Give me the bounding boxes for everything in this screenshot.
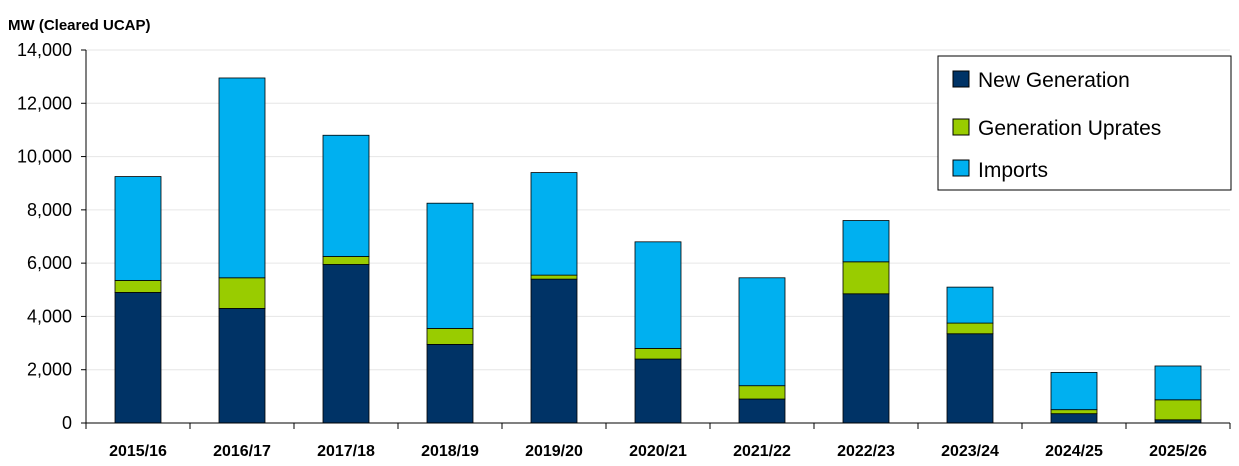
y-axis-title: MW (Cleared UCAP) [8, 17, 151, 34]
bar-generation-uprates-2020-21 [634, 347, 682, 360]
x-tick-label: 2024/25 [1045, 443, 1103, 460]
y-tick-label: 12,000 [17, 93, 72, 113]
bar-generation-uprates-2016-17 [218, 277, 266, 309]
x-axis-ticks: 2015/16 2016/17 2017/18 2018/19 2019/20 2020/… [85, 423, 1231, 460]
legend-box [937, 55, 1232, 191]
x-tick-label: 2025/26 [1149, 443, 1207, 460]
x-tick-label: 2020/21 [629, 443, 687, 460]
bar-new-generation-2016-17 [218, 308, 266, 424]
bar-imports-2018-19 [426, 202, 474, 329]
y-tick-label: 8,000 [27, 200, 72, 220]
legend: New Generation Generation Uprates Import… [937, 55, 1232, 191]
bar-generation-uprates-2015-16 [114, 280, 162, 293]
bar-imports-2024-25 [1050, 371, 1098, 411]
bar-new-generation-2019-20 [530, 278, 578, 424]
legend-swatch-generation-uprates [952, 118, 970, 136]
bar-imports-2022-23 [842, 220, 890, 263]
legend-swatch-imports [952, 159, 970, 177]
bar-generation-uprates-2019-20 [530, 274, 578, 280]
legend-swatch-new-generation [952, 70, 970, 88]
bar-new-generation-2015-16 [114, 292, 162, 424]
y-tick-label: 0 [62, 413, 72, 433]
legend-label-new-generation: New Generation [978, 69, 1130, 92]
bar-new-generation-2018-19 [426, 344, 474, 424]
bar-generation-uprates-2021-22 [738, 385, 786, 400]
bar-generation-uprates-2024-25 [1050, 409, 1098, 415]
bar-generation-uprates-2025-26 [1154, 399, 1202, 421]
x-tick-label: 2018/19 [421, 443, 479, 460]
bar-new-generation-2020-21 [634, 358, 682, 424]
bar-new-generation-2022-23 [842, 293, 890, 424]
y-tick-label: 14,000 [17, 40, 72, 60]
bar-generation-uprates-2022-23 [842, 261, 890, 295]
bar-new-generation-2024-25 [1050, 413, 1098, 424]
y-tick-label: 6,000 [27, 253, 72, 273]
bar-new-generation-2017-18 [322, 264, 370, 424]
y-axis-ticks: 0 2,000 4,000 6,000 8,000 10,000 12,000 14,000 [17, 40, 86, 433]
bars [114, 77, 1202, 424]
x-axis [85, 50, 1230, 424]
bar-new-generation-2021-22 [738, 398, 786, 424]
bar-imports-2016-17 [218, 77, 266, 279]
x-tick-label: 2015/16 [109, 443, 167, 460]
bar-imports-2021-22 [738, 277, 786, 387]
legend-label-imports: Imports [978, 159, 1048, 182]
bar-generation-uprates-2017-18 [322, 256, 370, 265]
bar-imports-2023-24 [946, 286, 994, 324]
bar-generation-uprates-2018-19 [426, 328, 474, 345]
x-tick-label: 2023/24 [941, 443, 999, 460]
y-tick-label: 4,000 [27, 306, 72, 326]
x-tick-label: 2016/17 [213, 443, 271, 460]
x-tick-label: 2022/23 [837, 443, 895, 460]
y-tick-label: 10,000 [17, 147, 72, 167]
bar-imports-2020-21 [634, 241, 682, 349]
x-tick-label: 2019/20 [525, 443, 583, 460]
x-tick-label: 2021/22 [733, 443, 791, 460]
bar-imports-2017-18 [322, 134, 370, 257]
bar-new-generation-2023-24 [946, 333, 994, 424]
y-tick-label: 2,000 [27, 360, 72, 380]
bar-generation-uprates-2023-24 [946, 322, 994, 335]
bar-imports-2019-20 [530, 172, 578, 276]
legend-label-generation-uprates: Generation Uprates [978, 117, 1161, 140]
bar-imports-2015-16 [114, 176, 162, 281]
bar-imports-2025-26 [1154, 365, 1202, 401]
x-tick-label: 2017/18 [317, 443, 375, 460]
